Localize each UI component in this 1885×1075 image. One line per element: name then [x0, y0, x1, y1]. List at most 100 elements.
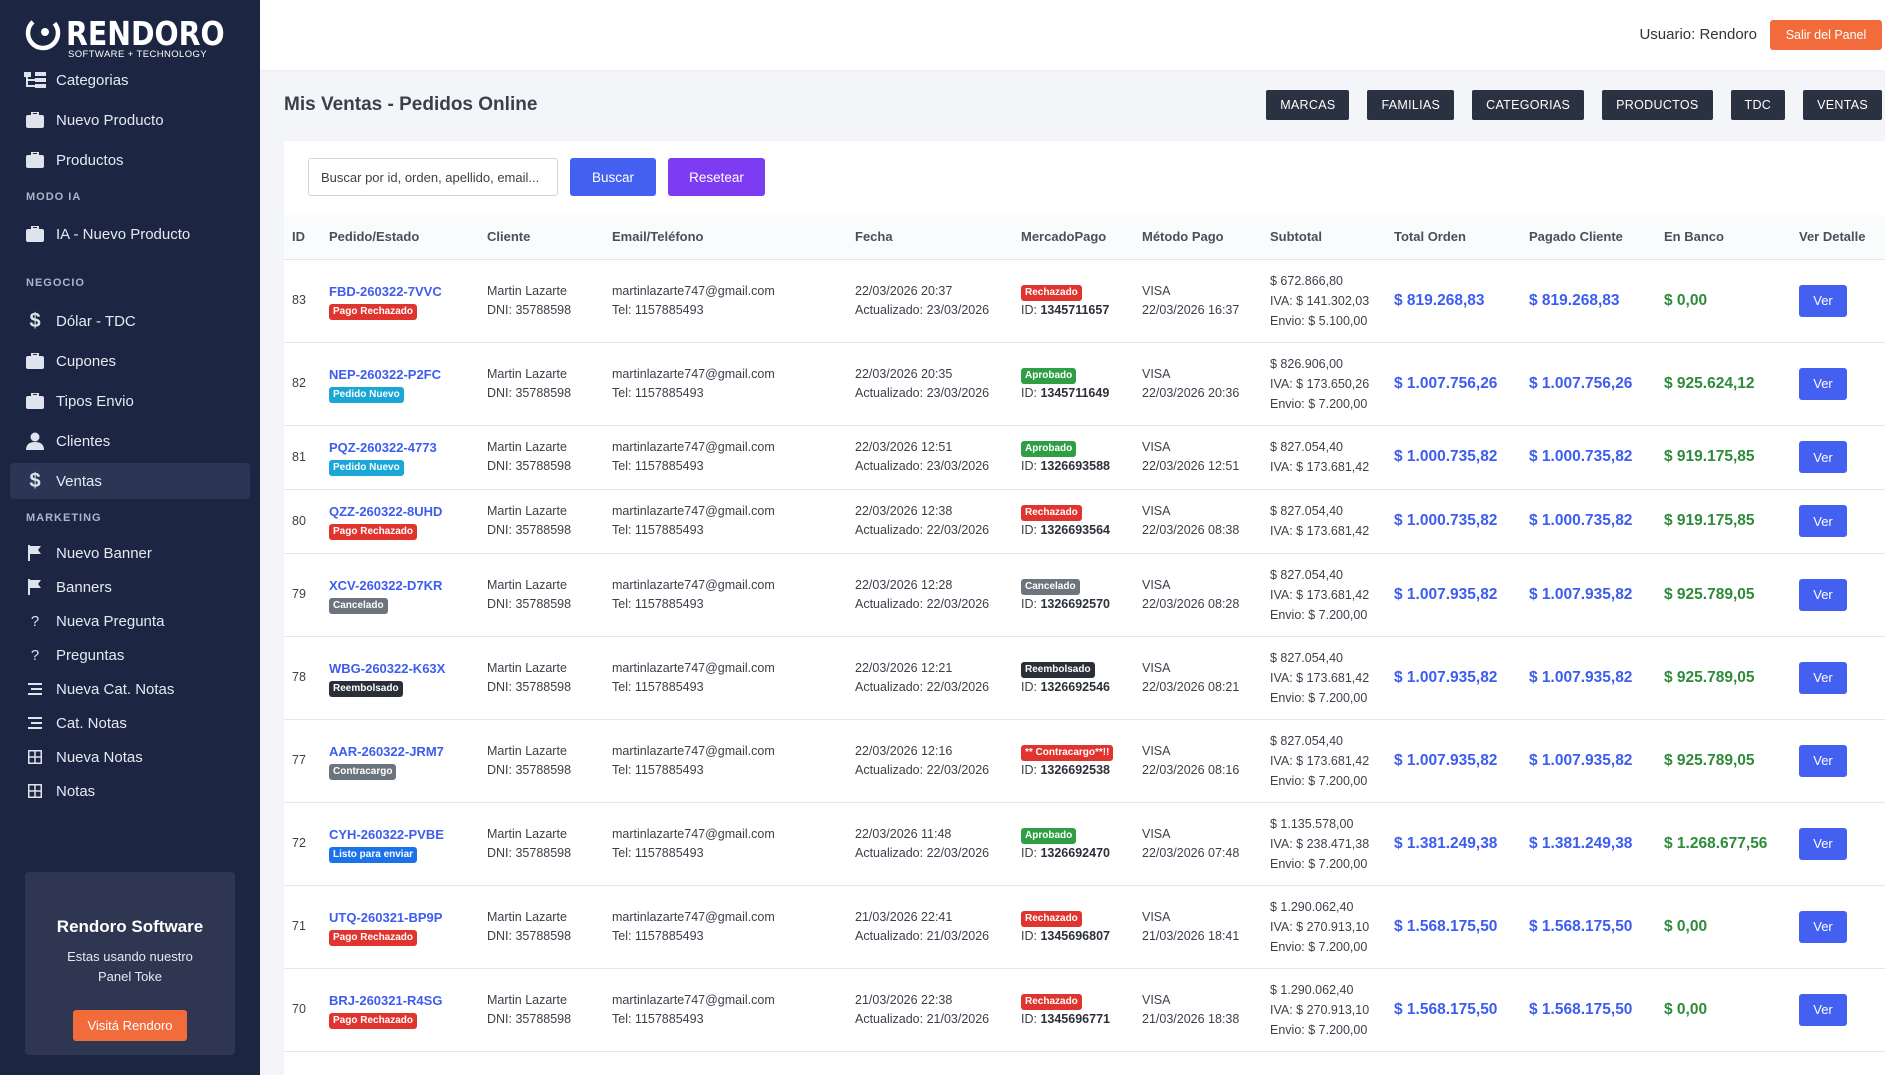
sidebar-item-tipos-envio[interactable]: Tipos Envio — [10, 383, 250, 419]
order-number-link[interactable]: QZZ-260322-8UHD — [329, 504, 443, 519]
bank-amount: $ 925.789,05 — [1664, 668, 1755, 686]
sidebar-item-clientes[interactable]: Clientes — [10, 423, 250, 459]
sidebar-item-preguntas[interactable]: ? Preguntas — [10, 637, 250, 673]
view-detail-button[interactable]: Ver — [1799, 578, 1847, 611]
client-dni: DNI: 35788598 — [487, 1011, 572, 1026]
order-id: 70 — [292, 1002, 306, 1016]
total-order-amount: $ 1.568.175,50 — [1394, 917, 1498, 935]
tab-marcas[interactable]: MARCAS — [1266, 90, 1350, 120]
mp-id: 1326693588 — [1040, 459, 1110, 473]
payment-date: 22/03/2026 07:48 — [1142, 845, 1240, 860]
sidebar-item-nueva-pregunta[interactable]: ? Nueva Pregunta — [10, 603, 250, 639]
tab-ventas[interactable]: VENTAS — [1803, 90, 1882, 120]
envio-amount: Envio: $ 5.100,00 — [1270, 313, 1368, 328]
order-status-badge: Cancelado — [329, 597, 388, 614]
tab-productos[interactable]: PRODUCTOS — [1602, 90, 1713, 120]
brand-logo[interactable]: RENDORO SOFTWARE + TECHNOLOGY — [24, 12, 225, 62]
sidebar-item-nuevo-producto[interactable]: Nuevo Producto — [10, 102, 250, 138]
mp-status-badge: Rechazado — [1021, 910, 1082, 927]
sidebar-item-categorias[interactable]: Categorias — [10, 62, 250, 98]
order-updated: Actualizado: 22/03/2026 — [855, 679, 990, 694]
sidebar-item-ventas[interactable]: $ Ventas — [10, 463, 250, 499]
mp-id-prefix: ID: — [1021, 302, 1041, 317]
iva-amount: IVA: $ 173.681,42 — [1270, 587, 1370, 602]
order-number-link[interactable]: FBD-260322-7VVC — [329, 283, 442, 299]
sidebar-item-notas[interactable]: Notas — [10, 773, 250, 809]
list-icon — [24, 716, 46, 730]
sidebar-item-banners[interactable]: Banners — [10, 569, 250, 605]
order-date: 22/03/2026 12:16 — [855, 743, 953, 758]
sidebar-item-label: Categorias — [56, 71, 129, 89]
visit-rendoro-button[interactable]: Visitá Rendoro — [73, 1010, 187, 1041]
payment-method: VISA — [1142, 909, 1171, 924]
col-en-banco: En Banco — [1656, 215, 1791, 260]
order-number-link[interactable]: BRJ-260321-R4SG — [329, 992, 443, 1008]
order-number-link[interactable]: UTQ-260321-BP9P — [329, 909, 443, 925]
order-number-link[interactable]: WBG-260322-K63X — [329, 660, 446, 676]
tab-categorias[interactable]: CATEGORIAS — [1472, 90, 1585, 120]
order-number-link[interactable]: CYH-260322-PVBE — [329, 826, 444, 842]
mp-id: 1326692538 — [1040, 762, 1110, 777]
search-button[interactable]: Buscar — [570, 158, 656, 196]
order-number-link[interactable]: NEP-260322-P2FC — [329, 366, 441, 382]
view-detail-button[interactable]: Ver — [1799, 661, 1847, 694]
order-date: 22/03/2026 12:51 — [855, 440, 953, 454]
view-detail-button[interactable]: Ver — [1799, 367, 1847, 400]
bank-amount: $ 0,00 — [1664, 1000, 1708, 1018]
payment-method: VISA — [1142, 992, 1171, 1007]
top-bar: Usuario: Rendoro Salir del Panel — [260, 0, 1885, 70]
view-detail-button[interactable]: Ver — [1799, 284, 1847, 317]
subtotal-amount: $ 2.172.104,40 — [1270, 1071, 1378, 1075]
sidebar-item-label: Cat. Notas — [56, 714, 127, 732]
payment-date: 22/03/2026 16:37 — [1142, 302, 1240, 317]
logout-button[interactable]: Salir del Panel — [1770, 20, 1882, 50]
reset-button[interactable]: Resetear — [668, 158, 765, 196]
sidebar-item-dolar-tdc[interactable]: $ Dólar - TDC — [10, 303, 250, 339]
view-detail-button[interactable]: Ver — [1799, 505, 1847, 537]
paid-client-amount: $ 1.007.756,26 — [1529, 374, 1633, 392]
order-number-link[interactable]: XCV-260322-D7KR — [329, 577, 443, 593]
mp-id: 1345711657 — [1040, 302, 1110, 317]
order-number-link[interactable]: AAR-260322-JRM7 — [329, 743, 444, 759]
payment-method: VISA — [1142, 283, 1171, 298]
mp-status-badge: ** Contracargo**!! — [1021, 744, 1114, 761]
tab-tdc[interactable]: TDC — [1730, 90, 1786, 120]
client-phone: Tel: 1157885493 — [612, 385, 704, 400]
sidebar-item-ia-nuevo-producto[interactable]: IA - Nuevo Producto — [10, 216, 250, 252]
order-id: 72 — [292, 836, 306, 850]
briefcase-icon — [24, 393, 46, 409]
mp-id: 1326693564 — [1040, 523, 1110, 537]
client-name: Martin Lazarte — [487, 660, 567, 675]
order-number-link[interactable]: PQZ-260322-4773 — [329, 440, 437, 455]
order-id: 71 — [292, 919, 306, 933]
search-input[interactable] — [308, 158, 558, 196]
total-order-amount: $ 819.268,83 — [1394, 291, 1485, 309]
view-detail-button[interactable]: Ver — [1799, 827, 1847, 860]
sidebar-item-productos[interactable]: Productos — [10, 142, 250, 178]
sidebar-item-label: Clientes — [56, 432, 111, 450]
sidebar-item-cat-notas[interactable]: Cat. Notas — [10, 705, 250, 741]
client-email: martinlazarte747@gmail.com — [612, 743, 775, 758]
payment-date: 21/03/2026 18:38 — [1142, 1011, 1240, 1026]
sidebar-item-nueva-cat-notas[interactable]: Nueva Cat. Notas — [10, 671, 250, 707]
sidebar-item-cupones[interactable]: Cupones — [10, 343, 250, 379]
order-id: 81 — [292, 449, 306, 464]
sidebar-item-nueva-notas[interactable]: Nueva Notas — [10, 739, 250, 775]
view-detail-button[interactable]: Ver — [1799, 993, 1847, 1026]
view-detail-button[interactable]: Ver — [1799, 910, 1847, 943]
subtotal-amount: $ 672.866,80 — [1270, 273, 1343, 288]
sidebar-item-label: Nuevo Banner — [56, 544, 152, 562]
payment-date: 22/03/2026 08:28 — [1142, 596, 1240, 611]
order-updated: Actualizado: 23/03/2026 — [855, 302, 990, 317]
iva-amount: IVA: $ 173.681,42 — [1270, 670, 1370, 685]
view-detail-button[interactable]: Ver — [1799, 744, 1847, 777]
payment-method: VISA — [1142, 366, 1171, 381]
view-detail-button[interactable]: Ver — [1799, 441, 1847, 473]
mp-id-prefix: ID: — [1021, 845, 1041, 860]
tab-familias[interactable]: FAMILIAS — [1367, 90, 1455, 120]
mp-id-prefix: ID: — [1021, 523, 1041, 537]
payment-method: VISA — [1142, 577, 1171, 592]
mp-id-prefix: ID: — [1021, 928, 1041, 943]
order-status-badge: Contracargo — [329, 763, 397, 780]
sidebar-item-nuevo-banner[interactable]: Nuevo Banner — [10, 535, 250, 571]
